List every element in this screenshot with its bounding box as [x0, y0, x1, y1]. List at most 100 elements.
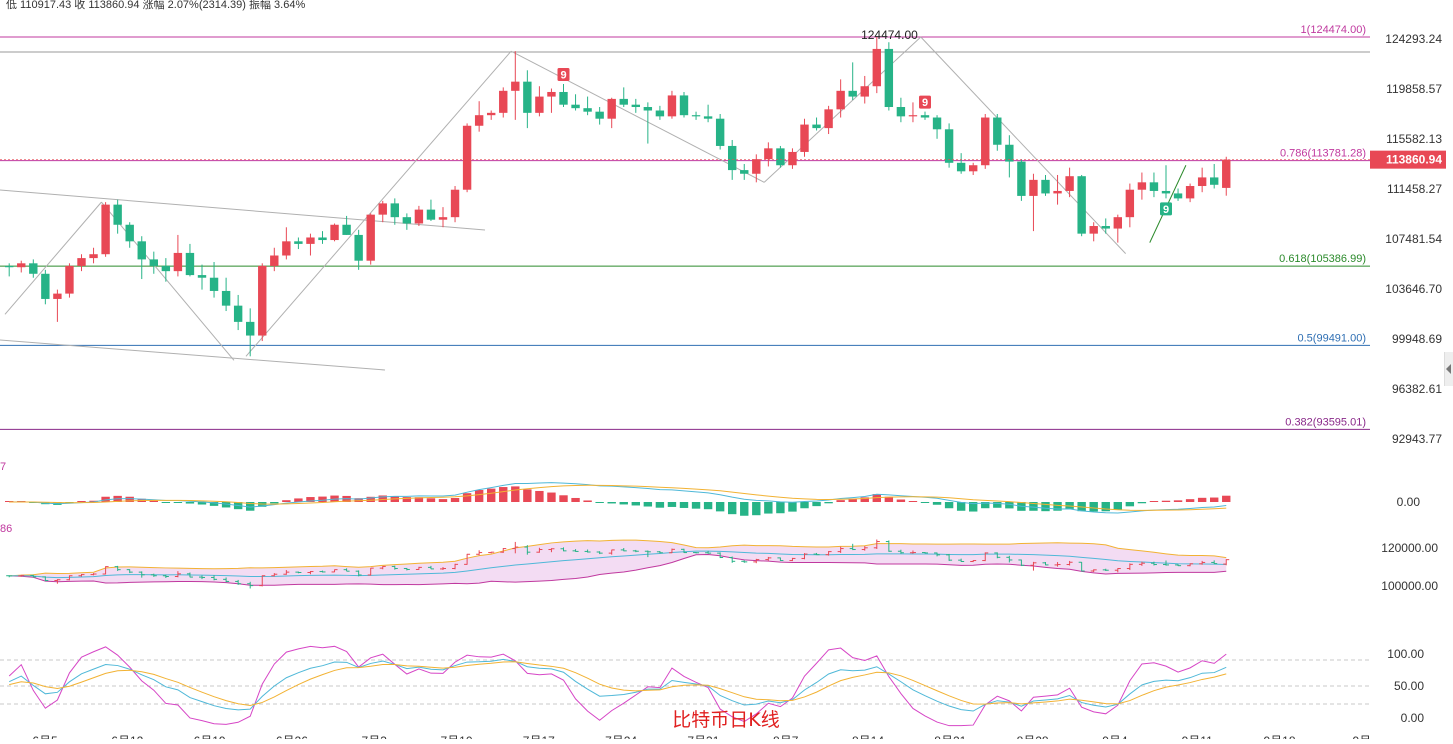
candle: [438, 207, 448, 228]
candle: [1005, 135, 1014, 178]
macd-bar: [1005, 502, 1014, 509]
candle-body: [920, 115, 930, 118]
ohlc-header: 低 110917.43 收 113860.94 涨幅 2.07%(2314.39…: [6, 0, 305, 11]
macd-bar: [511, 486, 520, 502]
candle-body: [981, 117, 990, 166]
fib-label-0: 1(124474.00): [1301, 24, 1366, 36]
macd-bar: [788, 502, 797, 512]
macd-bar: [294, 498, 303, 502]
candle-body: [378, 203, 387, 215]
candle-body: [1029, 179, 1038, 196]
macd-bar: [619, 502, 628, 505]
candle-body: [149, 259, 158, 266]
candle: [800, 118, 809, 157]
boll-left-label: 86: [0, 523, 12, 535]
candle-body: [619, 98, 628, 105]
current-price-badge: [1370, 150, 1446, 169]
macd-bar: [969, 502, 978, 512]
candlesticks[interactable]: [5, 36, 1231, 357]
macd-bar: [209, 502, 219, 506]
candle: [812, 117, 821, 131]
candle-body: [993, 117, 1002, 145]
macd-bar: [438, 499, 448, 502]
macd-bar: [1041, 502, 1050, 512]
candle: [149, 251, 158, 274]
macd-bar: [378, 495, 387, 502]
macd-bar: [1173, 500, 1183, 502]
macd-tick-0: 0.00: [1397, 495, 1421, 509]
price-tick-3: 111458.27: [1387, 182, 1442, 196]
candle: [233, 294, 243, 331]
candle-body: [1137, 182, 1147, 190]
trendline-5: [920, 36, 1127, 254]
candle-body: [944, 129, 954, 163]
fib-label-3: 0.5(99491.00): [1298, 332, 1367, 344]
macd-bar: [655, 502, 665, 508]
candle: [318, 231, 327, 244]
candle-body: [414, 209, 424, 224]
price-tick-1: 119858.57: [1386, 82, 1442, 96]
macd-bar: [920, 502, 930, 503]
candle-body: [679, 95, 689, 116]
candle: [487, 110, 496, 120]
candle-body: [1005, 144, 1014, 162]
candle-body: [788, 151, 797, 166]
candle-body: [282, 241, 291, 256]
kdj-tick-2: 0.00: [1401, 711, 1425, 725]
macd-bar: [125, 496, 134, 502]
candle: [643, 102, 653, 144]
candle: [1053, 174, 1062, 205]
macd-bar: [1222, 495, 1231, 502]
macd-bar: [740, 502, 749, 516]
date-axis: 6月5 6月12 6月19 6月26 7月3 7月10 7月17 7月24 7月31 8月7 8月1…: [32, 734, 1371, 744]
macd-bar: [77, 501, 86, 502]
boll-panel: 86 120000.00 100000.00: [0, 523, 1438, 593]
boll-mid-line: [9, 550, 1227, 579]
candle: [402, 213, 412, 230]
macd-bar: [161, 502, 171, 503]
macd-bar: [993, 502, 1002, 508]
td-marker-2: [1160, 202, 1172, 216]
candle: [197, 264, 207, 290]
candle-body: [197, 275, 207, 278]
macd-bar: [197, 502, 207, 505]
trendline-lower-channel: [0, 339, 386, 371]
candle: [17, 260, 26, 273]
candle-body: [89, 254, 98, 259]
kdj-panel: 100.00 50.00 0.00: [8, 645, 1425, 727]
candle-body: [137, 241, 146, 260]
macd-bar: [836, 500, 845, 502]
macd-bar: [944, 502, 954, 509]
macd-bar: [1161, 500, 1171, 502]
macd-bar: [884, 496, 894, 502]
candle-body: [559, 91, 568, 105]
candle-body: [270, 255, 279, 266]
macd-bar: [1089, 502, 1098, 512]
candle-body: [800, 124, 809, 152]
trendline-1: [101, 201, 235, 361]
kdj-j-line: [8, 645, 1227, 727]
macd-bar: [318, 496, 327, 502]
candle-body: [691, 115, 701, 117]
macd-bar: [812, 502, 821, 507]
candle: [679, 91, 689, 118]
date-tick-14: 9月11: [1182, 734, 1213, 739]
macd-bar: [728, 502, 737, 515]
candle-body: [607, 98, 616, 119]
candle: [1101, 218, 1110, 234]
high-annotation: 124474.00: [861, 28, 918, 42]
candle-body: [860, 86, 869, 97]
candle: [908, 102, 918, 123]
macd-bar: [1065, 502, 1074, 509]
candle-body: [113, 204, 122, 225]
panel-collapse-handle[interactable]: [1444, 352, 1453, 386]
candle-body: [318, 237, 327, 241]
candle: [258, 263, 267, 342]
candle: [89, 247, 98, 264]
candle-body: [17, 263, 26, 268]
candle: [619, 87, 628, 108]
td-markers: 9 9 9 124474.00: [557, 28, 1172, 216]
macd-bar: [474, 489, 484, 502]
